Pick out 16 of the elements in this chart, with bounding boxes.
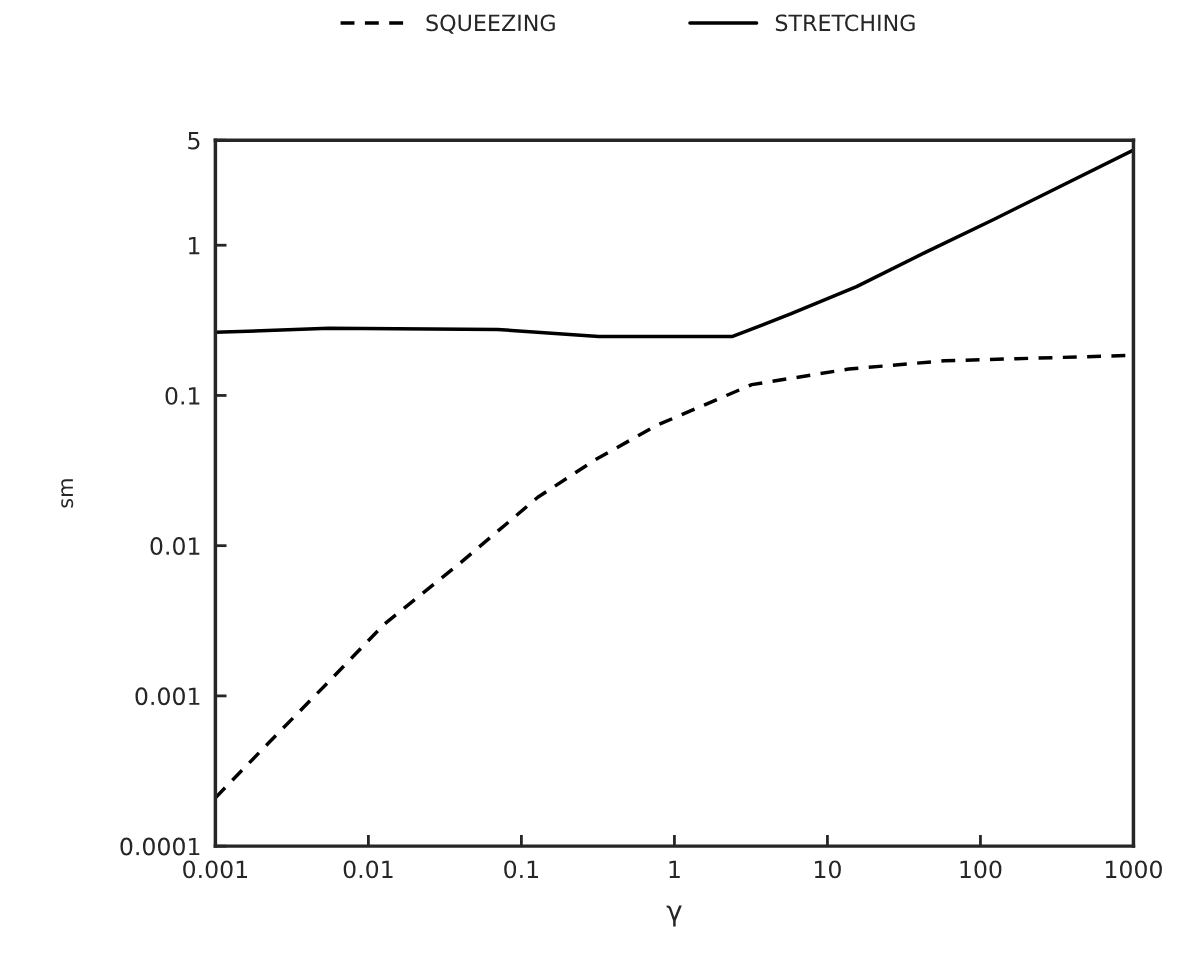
y-tick-label: 0.1 [165, 386, 200, 405]
x-tick-label: 0.1 [504, 860, 539, 879]
y-tick-label: 5 [188, 131, 200, 150]
y-tick-label: 1 [189, 236, 200, 255]
x-tick-label: 1 [669, 860, 680, 878]
legend-label: SQUEEZING [426, 14, 555, 34]
x-tick-label: 0.01 [343, 860, 393, 879]
legend-label: STRETCHING [775, 14, 915, 32]
y-tick-label: 0.001 [135, 687, 200, 706]
x-tick-label: 10 [815, 860, 841, 879]
x-tick-label: 100 [960, 860, 1002, 879]
x-axis-title: γ [666, 905, 682, 927]
y-axis-title: sm [61, 479, 74, 508]
x-tick-label: 1000 [1106, 860, 1162, 879]
y-tick-label: 0.01 [150, 537, 200, 555]
y-tick-label: 0.0001 [120, 837, 200, 856]
